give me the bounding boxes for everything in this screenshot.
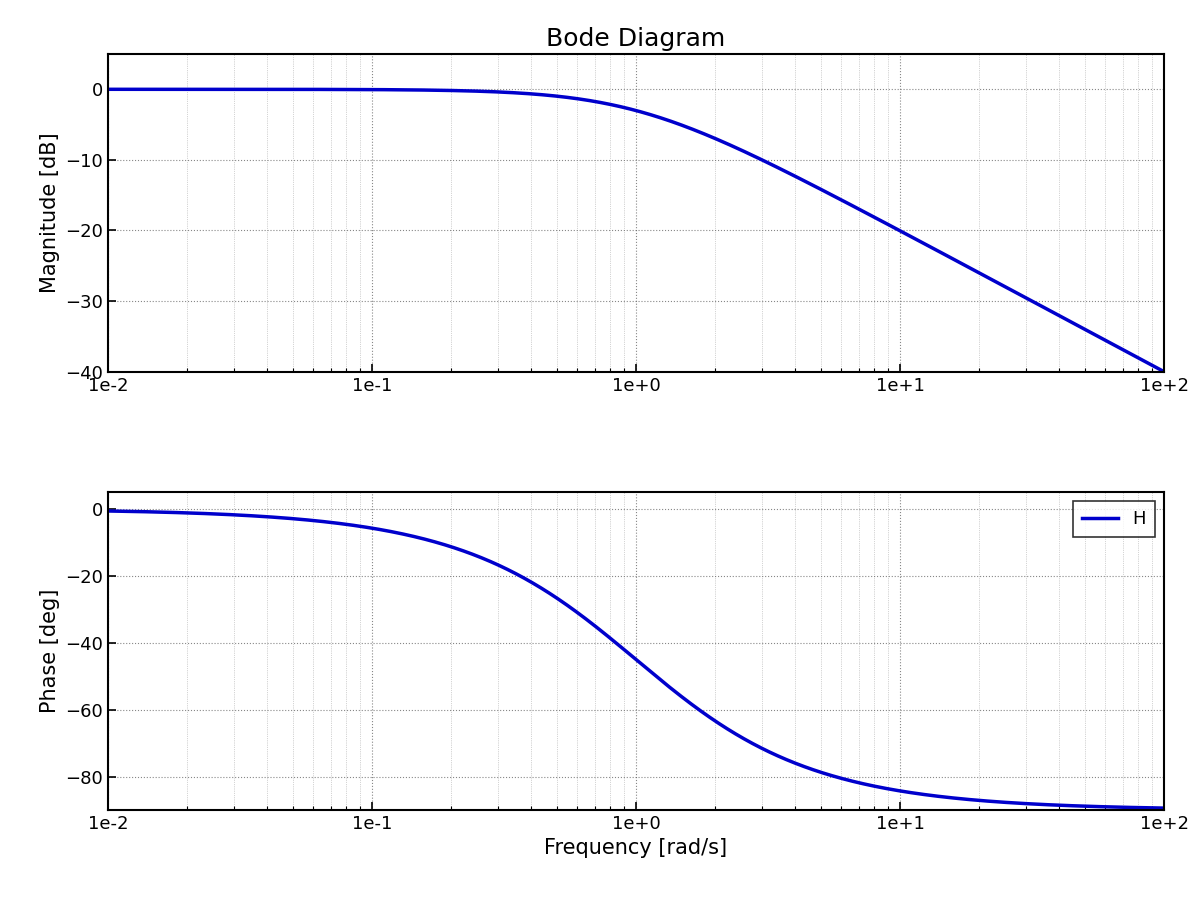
H [1126, 802, 1140, 813]
Line: H: H [108, 511, 1164, 808]
Title: Bode Diagram: Bode Diagram [546, 27, 726, 50]
H [932, 791, 947, 802]
Legend: H: H [1073, 501, 1154, 537]
H [1126, 802, 1140, 813]
H [614, 642, 629, 652]
H [155, 507, 169, 517]
X-axis label: Frequency [rad/s]: Frequency [rad/s] [545, 839, 727, 859]
Y-axis label: Phase [deg]: Phase [deg] [40, 589, 60, 714]
Y-axis label: Magnitude [dB]: Magnitude [dB] [40, 132, 60, 293]
H [101, 506, 115, 517]
H [587, 619, 601, 630]
H [1157, 803, 1171, 814]
